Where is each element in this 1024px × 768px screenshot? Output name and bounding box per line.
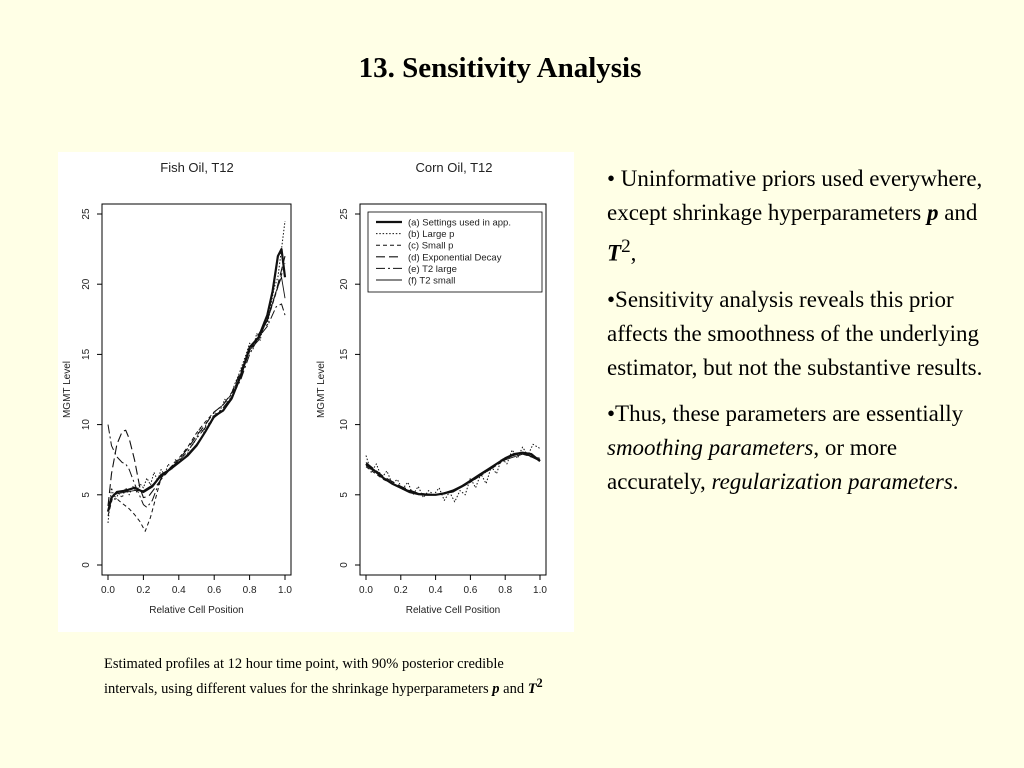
series-line-0-1 (107, 220, 286, 523)
series-line-1-4 (365, 453, 541, 496)
x-tick-label-0-0: 0.0 (101, 585, 115, 596)
y-tick-label-0-4: 20 (81, 278, 92, 290)
y-tick-label-0-1: 5 (81, 492, 92, 498)
plot-frame-1 (359, 203, 547, 576)
x-tick-label-1-5: 1.0 (533, 585, 547, 596)
y-tick-label-1-0: 0 (339, 562, 350, 568)
series-line-0-0 (106, 247, 287, 512)
legend-box (367, 211, 543, 293)
chart-svg: Fish Oil, T12 0.0 0.2 0.4 0.6 0.8 1.0 0 5 10 15 20 2… (62, 160, 547, 616)
x-tick-label-1-4: 0.8 (498, 585, 512, 596)
legend-label-4: (e) T2 large (408, 264, 457, 275)
slide-title: 13. Sensitivity Analysis (358, 52, 642, 84)
series-line-1-1 (365, 443, 541, 503)
series-line-1-0 (365, 451, 541, 496)
chart-title-1: Corn Oil, T12 (415, 160, 492, 175)
bullet-list: • Uninformative priors used everywhere, … (607, 162, 987, 511)
series-line-0-2 (107, 262, 286, 532)
y-tick-label-1-5: 25 (339, 208, 350, 220)
x-tick-label-1-0: 0.0 (359, 585, 373, 596)
chart-figure: Fish Oil, T12 0.0 0.2 0.4 0.6 0.8 1.0 0 5 10 15 20 2… (58, 152, 574, 632)
legend-label-5: (f) T2 small (408, 276, 455, 287)
bullet-smoothing: •Thus, these parameters are essentially … (607, 400, 964, 494)
series-line-0-5 (107, 276, 286, 505)
series-line-0-3 (107, 255, 286, 507)
symbol-p: p (926, 200, 939, 225)
x-tick-label-0-4: 0.8 (243, 585, 257, 596)
plot-frame-0 (101, 203, 292, 576)
symbol-T: T (607, 240, 622, 266)
x-tick-label-0-2: 0.4 (172, 585, 186, 596)
y-tick-label-1-1: 5 (339, 492, 350, 498)
y-tick-label-0-2: 10 (81, 419, 92, 431)
bullet-sensitivity: •Sensitivity analysis reveals this prior… (607, 286, 983, 380)
y-tick-label-1-3: 15 (339, 348, 350, 360)
y-axis-label-1: MGMT Level (316, 361, 327, 418)
series-line-0-4 (107, 303, 286, 508)
legend-label-3: (d) Exponential Decay (408, 252, 502, 263)
y-tick-label-0-5: 25 (81, 208, 92, 220)
chart-title-0: Fish Oil, T12 (160, 160, 233, 175)
y-axis-label-0: MGMT Level (62, 361, 73, 418)
x-tick-label-1-1: 0.2 (394, 585, 408, 596)
y-tick-label-0-3: 15 (81, 348, 92, 360)
series-line-1-5 (365, 452, 541, 496)
emph-regularization: regularization parameters (711, 468, 953, 494)
y-tick-label-0-0: 0 (81, 562, 92, 568)
emph-smoothing: smoothing parameters (607, 434, 814, 460)
series-line-1-3 (365, 452, 541, 496)
x-tick-label-1-2: 0.4 (429, 585, 443, 596)
y-tick-label-1-2: 10 (339, 419, 350, 431)
bullet-priors: • Uninformative priors used everywhere, … (607, 166, 983, 266)
x-tick-label-0-1: 0.2 (136, 585, 150, 596)
x-axis-label-1: Relative Cell Position (406, 605, 501, 616)
x-tick-label-0-5: 1.0 (278, 585, 292, 596)
legend-label-0: (a) Settings used in app. (408, 218, 511, 229)
series-line-1-2 (365, 453, 541, 496)
x-tick-label-0-3: 0.6 (207, 585, 221, 596)
legend-label-2: (c) Small p (408, 241, 453, 252)
figure-caption: Estimated profiles at 12 hour time point… (104, 656, 543, 697)
y-tick-label-1-4: 20 (339, 278, 350, 290)
legend-label-1: (b) Large p (408, 229, 454, 240)
x-tick-label-1-3: 0.6 (463, 585, 477, 596)
x-axis-label-0: Relative Cell Position (149, 605, 244, 616)
